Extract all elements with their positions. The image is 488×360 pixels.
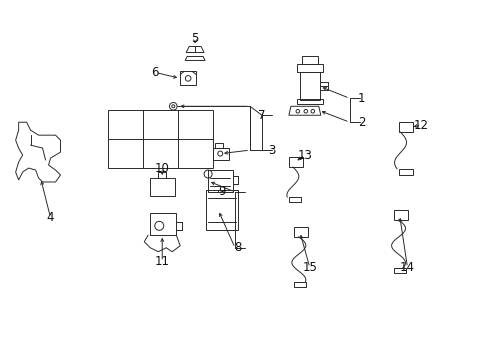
Bar	[293, 227, 307, 237]
Bar	[180, 71, 196, 85]
Bar	[288, 157, 302, 167]
Bar	[150, 213, 176, 235]
Text: 13: 13	[297, 149, 312, 162]
Text: 6: 6	[151, 66, 159, 79]
Bar	[296, 64, 322, 72]
Text: 10: 10	[155, 162, 169, 175]
Bar	[150, 178, 175, 196]
Text: 15: 15	[302, 261, 317, 274]
Bar	[215, 143, 223, 148]
Text: 7: 7	[258, 109, 265, 122]
Bar	[398, 169, 412, 175]
Text: 5: 5	[191, 32, 199, 45]
Bar	[301, 57, 317, 64]
Text: 11: 11	[154, 255, 169, 268]
Text: 9: 9	[218, 185, 225, 198]
Bar	[296, 99, 322, 104]
Bar	[393, 268, 405, 273]
Text: 1: 1	[357, 92, 365, 105]
Text: 12: 12	[413, 119, 428, 132]
Text: 3: 3	[268, 144, 275, 157]
Text: 2: 2	[357, 116, 365, 129]
Bar	[213, 148, 228, 159]
Bar	[299, 72, 319, 100]
Text: 8: 8	[234, 241, 241, 254]
Text: 14: 14	[399, 261, 414, 274]
Bar	[393, 210, 407, 220]
Bar	[398, 122, 412, 132]
Bar	[205, 190, 238, 230]
Bar	[208, 170, 233, 192]
Bar	[288, 197, 300, 202]
Bar	[108, 110, 213, 168]
Bar	[293, 282, 305, 287]
Text: 4: 4	[47, 211, 54, 224]
